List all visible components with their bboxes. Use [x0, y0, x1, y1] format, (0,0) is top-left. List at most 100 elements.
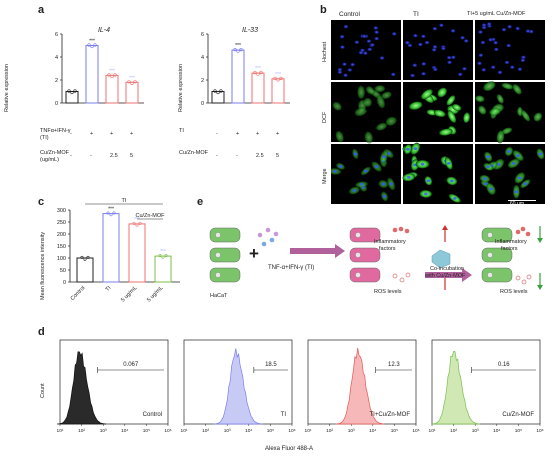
a-row-value: 2.5 — [256, 153, 264, 159]
cell — [365, 86, 375, 95]
nucleus — [424, 192, 428, 196]
nucleus — [352, 189, 357, 192]
c-bar — [128, 223, 146, 283]
d-xtick-label: 10³ — [224, 428, 231, 434]
a-ytick-label: 2 — [201, 78, 204, 84]
a-dot — [256, 72, 260, 76]
ros-dot-right — [515, 275, 521, 281]
a-dot — [113, 73, 117, 77]
ti-cell — [349, 247, 381, 263]
c-ytick-label: 50 — [60, 268, 66, 274]
a-bar — [211, 91, 225, 104]
nucleus — [483, 177, 487, 181]
nucleus — [342, 62, 347, 66]
ti-cell — [349, 267, 381, 283]
c-dot — [138, 221, 142, 225]
e-inflam1-right: Inflammatory — [495, 239, 527, 245]
nucleus — [337, 70, 343, 74]
d-xtick-label: 10² — [78, 428, 85, 434]
a-dot — [90, 44, 94, 49]
inflam-dot-right — [520, 226, 526, 232]
histogram-curve — [335, 348, 385, 425]
nucleus — [374, 165, 379, 168]
cytokine-dot — [261, 241, 267, 247]
panel-label-a: a — [38, 4, 45, 16]
ti-cell — [349, 227, 381, 243]
nucleus — [381, 182, 386, 186]
c-xtick-label: Control — [70, 285, 87, 302]
histogram-label: Control — [143, 412, 162, 418]
a-dot — [133, 80, 137, 84]
c-dot — [164, 253, 168, 257]
nucleus — [350, 62, 355, 67]
a-chart-title: IL-33 — [242, 27, 258, 34]
hacat-cell — [209, 247, 241, 263]
a-row-value: + — [256, 131, 260, 137]
cell — [501, 82, 514, 90]
c-dot — [132, 221, 136, 225]
nucleus — [450, 29, 456, 33]
a-row-value: - — [216, 131, 218, 137]
nucleus — [458, 72, 463, 77]
a-row-ti-sub: (TI) — [40, 135, 49, 141]
cell — [439, 128, 453, 136]
a-row-value: + — [130, 131, 134, 137]
c-bar — [154, 255, 172, 283]
a-bar — [65, 91, 79, 104]
a-row-value: + — [236, 131, 240, 137]
c-bar — [76, 257, 94, 283]
c-xtick-label: 5 ug/mL — [146, 285, 164, 303]
c-bracket-mof-label: Cu/Zn-MOF — [135, 213, 165, 219]
a-row-value: + — [276, 131, 280, 137]
cell — [421, 89, 433, 100]
ti-cell-nucleus — [355, 252, 361, 258]
nucleus — [523, 182, 528, 186]
nucleus — [373, 26, 378, 30]
hacat-cell — [209, 267, 241, 283]
nucleus — [421, 72, 426, 76]
cell — [332, 101, 342, 111]
c-bar — [102, 213, 120, 283]
c-dot — [109, 213, 113, 217]
a-bar — [271, 78, 285, 104]
nucleus — [446, 161, 451, 165]
cell — [354, 107, 367, 117]
nucleus — [364, 169, 368, 173]
nucleus — [529, 29, 534, 34]
nucleus — [433, 67, 438, 72]
ti-cell-nucleus — [355, 272, 361, 278]
a-sig: *** — [89, 39, 95, 45]
recovered-cell-nucleus — [487, 232, 493, 238]
nucleus — [507, 25, 512, 29]
b-col-ti: TI — [413, 11, 419, 18]
nucleus — [489, 187, 493, 191]
e-inflam2: factors — [379, 246, 396, 252]
histogram-curve — [431, 351, 481, 425]
inflam-dot-right — [515, 229, 521, 235]
histogram-panel: 10¹ 10² 10³ 10⁴ 10⁵ 10⁶ 12.3 TI+Cu/Zn-MOF — [305, 339, 420, 434]
b-col-ti-mof: TI+5 ug/mL Cu/Zn-MOF — [467, 11, 526, 17]
a-dot — [276, 78, 280, 82]
nucleus — [340, 45, 345, 49]
c-dot — [161, 255, 165, 259]
e-inflam1: Inflammatory — [374, 239, 406, 245]
panel-label-b: b — [320, 4, 327, 16]
a-bar — [251, 72, 265, 104]
a-dot — [273, 76, 277, 80]
nucleus — [367, 47, 372, 52]
e-plus: + — [249, 244, 259, 263]
nucleus — [354, 40, 360, 44]
e-inflam2-right: factors — [501, 246, 518, 252]
recovered-cell — [481, 227, 513, 243]
nucleus — [486, 165, 491, 169]
hacat-cell-nucleus — [215, 252, 221, 258]
c-dot — [106, 211, 110, 215]
a-right-row-mof-label: Cu/Zn-MOF — [179, 150, 209, 156]
nucleus — [406, 147, 410, 151]
nucleus — [339, 34, 345, 39]
nucleus — [358, 50, 364, 55]
a-row-value: - — [216, 153, 218, 159]
gate-value: 18.5 — [265, 362, 277, 368]
nucleus — [512, 161, 516, 165]
nucleus — [366, 39, 372, 43]
